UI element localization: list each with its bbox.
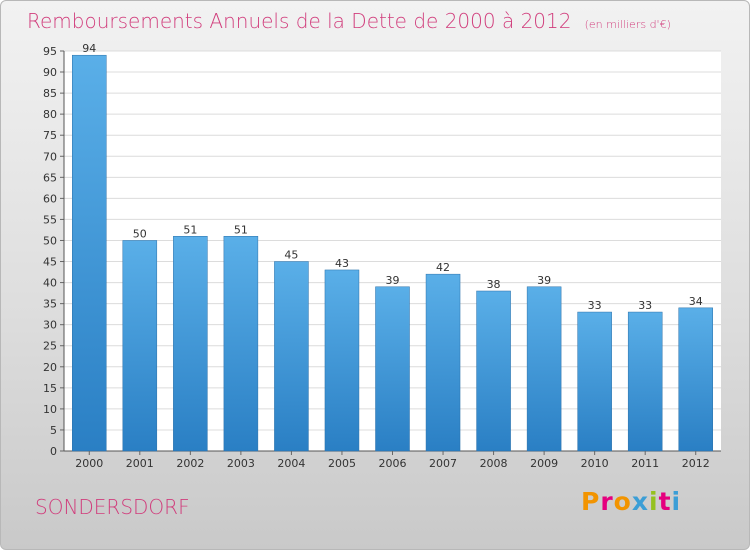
x-tick-label: 2012 [682,457,710,470]
y-tick-label: 0 [50,445,57,458]
commune-name: SONDERSDORF [35,495,190,519]
brand-letter: o [613,487,632,516]
bar-2001 [122,240,158,452]
y-tick-label: 90 [43,66,57,79]
x-tick-label: 2003 [227,457,255,470]
bar-value-label: 33 [588,299,602,312]
x-tick-label: 2005 [328,457,356,470]
y-tick-label: 50 [43,234,57,247]
y-tick-label: 35 [43,298,57,311]
brand-letter: i [649,487,659,516]
brand-letter: P [581,487,601,516]
bar-2003 [223,236,259,452]
bar-value-label: 39 [386,274,400,287]
bar-value-label: 45 [284,249,298,262]
brand-letter: r [600,487,614,516]
bar-value-label: 39 [537,274,551,287]
title-line: Remboursements Annuels de la Dette de 20… [27,9,671,33]
y-tick-label: 95 [43,45,57,58]
bar-2000 [72,54,107,452]
y-tick-label: 60 [43,192,57,205]
bar-2002 [173,236,208,452]
bar-2004 [274,261,309,452]
bar-2011 [627,311,663,452]
bar-value-label: 38 [487,278,501,291]
bar-2008 [476,290,511,452]
bar-value-label: 50 [133,227,147,240]
y-tick-label: 65 [43,171,57,184]
brand-letter: i [671,487,682,516]
bar-2005 [324,269,360,452]
x-tick-label: 2006 [379,457,407,470]
bar-value-label: 94 [82,42,96,55]
y-tick-label: 25 [43,340,57,353]
y-tick-label: 75 [43,129,57,142]
bar-value-label: 51 [183,223,197,236]
y-tick-label: 20 [43,361,57,374]
y-tick-label: 45 [43,256,57,269]
bar-2010 [577,311,612,452]
bar-value-label: 43 [335,257,349,270]
bar-value-label: 51 [234,223,248,236]
brand-logo: Proxiti [581,487,681,516]
y-tick-label: 15 [43,382,57,395]
y-tick-label: 80 [43,108,57,121]
y-tick-label: 55 [43,213,57,226]
x-tick-label: 2008 [480,457,508,470]
bar-2007 [425,273,461,452]
y-tick-label: 40 [43,277,57,290]
bar-value-label: 34 [689,295,703,308]
y-tick-label: 10 [43,403,57,416]
x-tick-label: 2001 [126,457,154,470]
bar-value-label: 42 [436,261,450,274]
x-tick-label: 2000 [75,457,103,470]
bar-2006 [375,286,410,452]
bar-2009 [526,286,562,452]
y-tick-label: 85 [43,87,57,100]
chart-title: Remboursements Annuels de la Dette de 20… [27,9,572,33]
x-tick-label: 2007 [429,457,457,470]
x-tick-label: 2009 [530,457,558,470]
brand-letter: t [658,487,672,516]
x-tick-label: 2011 [631,457,659,470]
y-tick-label: 70 [43,150,57,163]
chart-unit: (en milliers d'€) [584,18,671,31]
x-tick-label: 2010 [581,457,609,470]
x-tick-label: 2004 [277,457,305,470]
y-tick-label: 30 [43,319,57,332]
y-tick-label: 5 [50,424,57,437]
x-tick-label: 2002 [176,457,204,470]
bar-2012 [678,307,713,452]
bar-value-label: 33 [638,299,652,312]
brand-letter: x [631,487,649,516]
